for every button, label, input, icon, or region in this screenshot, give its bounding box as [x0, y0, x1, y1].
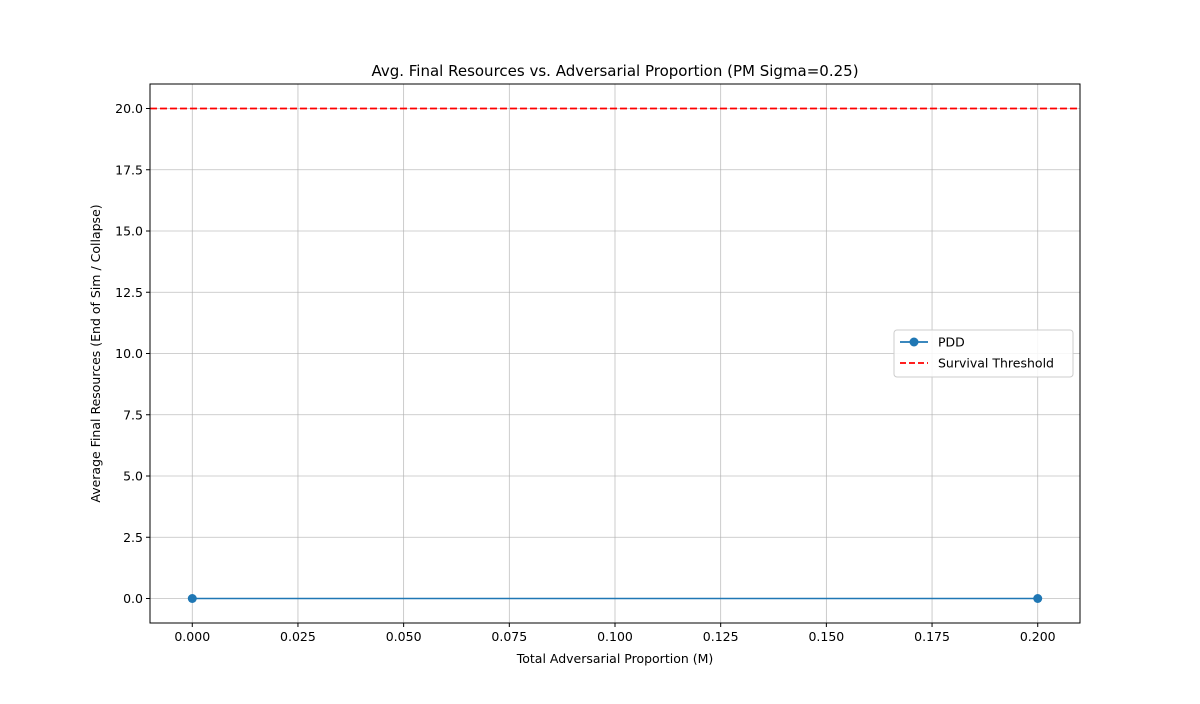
x-tick-label: 0.000	[174, 629, 210, 644]
series-layer	[187, 594, 1043, 603]
y-tick-label: 5.0	[123, 469, 143, 484]
axis-ticks: 0.000 0.025 0.050 0.075 0.100 0.125 0.150 0.175…	[115, 101, 1056, 644]
legend: PDD Survival Threshold	[893, 329, 1074, 378]
x-tick-label: 0.025	[280, 629, 316, 644]
y-tick-label: 7.5	[123, 407, 143, 422]
y-tick-label: 2.5	[123, 530, 143, 545]
y-tick-label: 12.5	[115, 285, 143, 300]
y-axis-label: Average Final Resources (End of Sim / Co…	[88, 204, 103, 502]
y-tick-label: 10.0	[115, 346, 143, 361]
chart-title: Avg. Final Resources vs. Adversarial Pro…	[371, 62, 858, 80]
y-tick-label: 17.5	[115, 162, 143, 177]
x-tick-label: 0.100	[597, 629, 633, 644]
legend-label: Survival Threshold	[938, 356, 1054, 371]
legend-label: PDD	[938, 335, 965, 350]
x-tick-label: 0.175	[914, 629, 950, 644]
legend-swatch-marker	[909, 337, 919, 347]
x-tick-label: 0.150	[808, 629, 844, 644]
x-tick-label: 0.125	[703, 629, 739, 644]
x-tick-label: 0.200	[1020, 629, 1056, 644]
x-tick-label: 0.050	[386, 629, 422, 644]
data-point	[187, 594, 197, 603]
y-tick-label: 20.0	[115, 101, 143, 116]
data-point	[1033, 594, 1043, 603]
legend-box	[893, 329, 1074, 378]
x-axis-label: Total Adversarial Proportion (M)	[516, 651, 714, 666]
x-tick-label: 0.075	[491, 629, 527, 644]
y-tick-label: 0.0	[123, 591, 143, 606]
y-tick-label: 15.0	[115, 224, 143, 239]
